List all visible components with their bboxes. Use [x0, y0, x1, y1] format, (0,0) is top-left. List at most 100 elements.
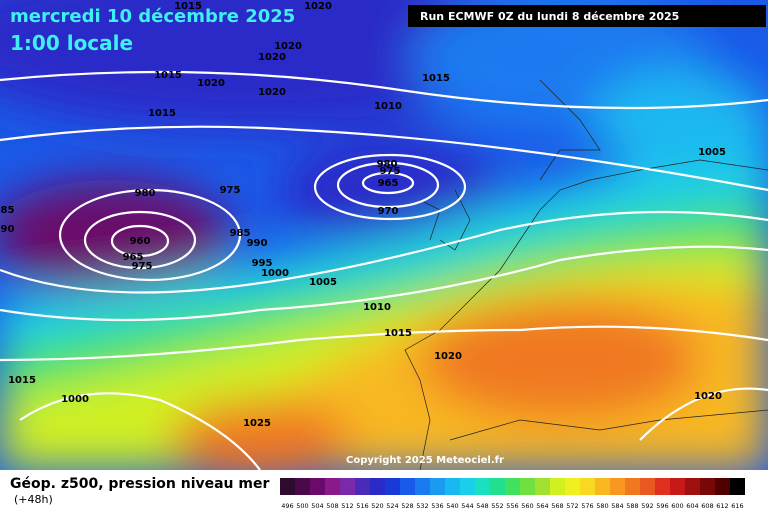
legend-label: 500 [296, 502, 308, 510]
legend-label: 592 [641, 502, 653, 510]
isobar-label: 965 [378, 178, 399, 189]
legend-label: 572 [566, 502, 578, 510]
legend-label: 544 [461, 502, 473, 510]
legend-label: 576 [581, 502, 593, 510]
isobar-label: 1005 [698, 147, 726, 158]
isobar-label: 1020 [274, 41, 302, 52]
legend-swatch [310, 478, 325, 495]
run-box [408, 5, 766, 27]
legend-swatch [550, 478, 565, 495]
run-info: Run ECMWF 0Z du lundi 8 décembre 2025 [420, 10, 679, 23]
legend-label: 512 [341, 502, 353, 510]
legend-label: 516 [356, 502, 368, 510]
isobar-label: 1015 [154, 70, 182, 81]
isobar-label: 995 [252, 258, 273, 269]
legend-swatch [430, 478, 445, 495]
legend-swatch [415, 478, 430, 495]
isobar-label: 1020 [258, 87, 286, 98]
legend-label: 508 [326, 502, 338, 510]
map-field [0, 0, 768, 470]
isobar-label: 1015 [422, 73, 450, 84]
legend-label: 600 [671, 502, 683, 510]
legend-swatch [325, 478, 340, 495]
isobar-label: 1020 [694, 391, 722, 402]
isobar-label: 980 [377, 159, 398, 170]
legend-swatch [445, 478, 460, 495]
legend-swatch [580, 478, 595, 495]
legend-label: 608 [701, 502, 713, 510]
legend-label: 496 [281, 502, 293, 510]
isobar-label: 960 [130, 236, 151, 247]
legend-swatch [670, 478, 685, 495]
isobar-label: 1020 [304, 1, 332, 12]
isobar-label: 965 [123, 252, 144, 263]
isobar-label: 975 [380, 166, 401, 177]
legend-swatch [730, 478, 745, 495]
legend-label: 584 [611, 502, 623, 510]
legend-title: Géop. z500, pression niveau mer [10, 476, 269, 492]
legend-label: 504 [311, 502, 323, 510]
isobar-label: 1010 [363, 302, 391, 313]
isobar-label: 990 [0, 224, 14, 235]
legend-label: 540 [446, 502, 458, 510]
isobar-label: 980 [135, 188, 156, 199]
legend-swatch [355, 478, 370, 495]
legend-swatch [610, 478, 625, 495]
legend-label: 552 [491, 502, 503, 510]
isobar-label: 1020 [434, 351, 462, 362]
legend-label: 548 [476, 502, 488, 510]
legend-label: 520 [371, 502, 383, 510]
legend-swatch [595, 478, 610, 495]
legend-swatch [490, 478, 505, 495]
legend-swatch [505, 478, 520, 495]
isobar-label: 990 [247, 238, 268, 249]
isobar-label: 1010 [374, 101, 402, 112]
legend-swatch [340, 478, 355, 495]
lead-time: (+48h) [14, 493, 53, 506]
legend-swatch [370, 478, 385, 495]
isobar-label: 1015 [384, 328, 412, 339]
isobar-label: 985 [230, 228, 251, 239]
isobar-label: 1015 [148, 108, 176, 119]
legend-label: 568 [551, 502, 563, 510]
legend-swatch [535, 478, 550, 495]
legend-swatch [280, 478, 295, 495]
legend-swatch [565, 478, 580, 495]
legend-label: 564 [536, 502, 548, 510]
isobar-label: 1015 [174, 1, 202, 12]
isobar-label: 1000 [261, 268, 289, 279]
legend-label: 528 [401, 502, 413, 510]
legend-label: 580 [596, 502, 608, 510]
isobar-label: 985 [0, 205, 14, 216]
legend-swatch [460, 478, 475, 495]
time: 1:00 locale [10, 31, 133, 55]
legend-label: 604 [686, 502, 698, 510]
legend-label: 596 [656, 502, 668, 510]
legend-swatch [295, 478, 310, 495]
isobar-label: 1000 [61, 394, 89, 405]
copyright: Copyright 2025 Meteociel.fr [346, 455, 504, 466]
legend-label: 524 [386, 502, 398, 510]
isobar-label: 1020 [197, 78, 225, 89]
isobar-label: 975 [132, 261, 153, 272]
legend-swatch [715, 478, 730, 495]
date: mercredi 10 décembre 2025 [10, 6, 295, 27]
legend-swatch [640, 478, 655, 495]
legend-swatch [700, 478, 715, 495]
isobar-label: 1005 [309, 277, 337, 288]
legend-label: 560 [521, 502, 533, 510]
legend-label: 556 [506, 502, 518, 510]
legend-swatch [385, 478, 400, 495]
isobar-label: 970 [378, 206, 399, 217]
isobar-label: 1015 [8, 375, 36, 386]
legend-label: 532 [416, 502, 428, 510]
isobar-label: 1025 [243, 418, 271, 429]
legend-label: 616 [731, 502, 743, 510]
legend-label: 536 [431, 502, 443, 510]
legend-swatch [655, 478, 670, 495]
legend-swatch [475, 478, 490, 495]
isobar-label: 975 [220, 185, 241, 196]
legend-swatch [400, 478, 415, 495]
legend-swatch [685, 478, 700, 495]
